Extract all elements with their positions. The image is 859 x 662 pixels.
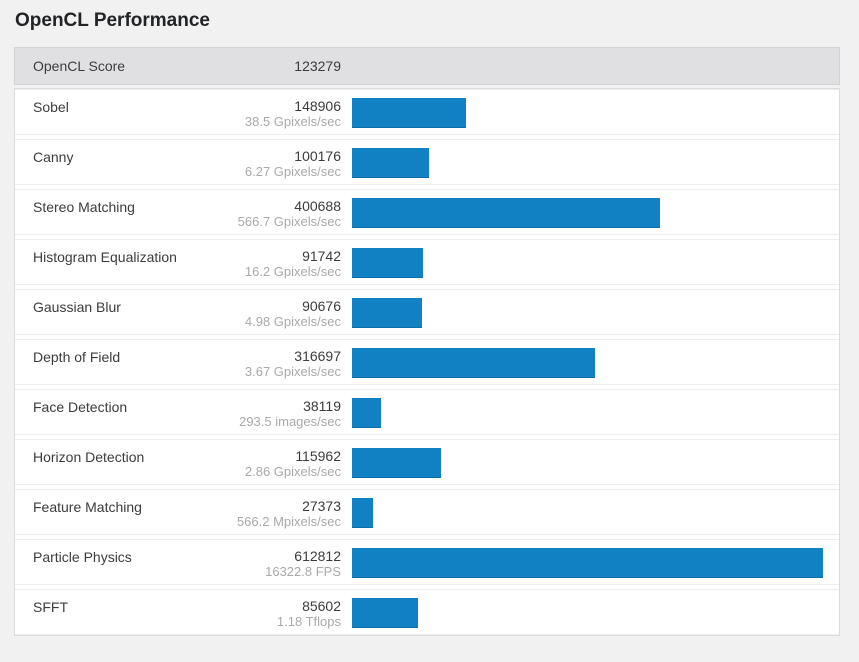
benchmark-rate: 293.5 images/sec: [239, 414, 341, 429]
score-block: 612812 16322.8 FPS: [181, 548, 341, 580]
benchmark-score: 115962: [295, 448, 341, 464]
benchmark-name: Particle Physics: [33, 549, 132, 565]
benchmark-name: Sobel: [33, 99, 69, 115]
benchmark-rate: 1.18 Tflops: [276, 614, 341, 629]
bar-track: [352, 598, 823, 628]
score-bar: [352, 148, 429, 178]
bar-track: [352, 198, 823, 228]
benchmark-score: 316697: [294, 348, 341, 364]
score-bar: [352, 498, 374, 528]
table-row-feature-matching: Feature Matching 27373 566.2 Mpixels/sec: [15, 489, 839, 535]
score-bar: [352, 198, 660, 228]
table-row-gaussian-blur: Gaussian Blur 90676 4.98 Gpixels/sec: [15, 289, 839, 335]
benchmark-table: OpenCL Score 123279 Sobel 148906 38.5 Gp…: [14, 47, 840, 636]
score-block: 27373 566.2 Mpixels/sec: [181, 498, 341, 530]
score-block: 400688 566.7 Gpixels/sec: [181, 198, 341, 230]
benchmark-score: 90676: [302, 298, 341, 314]
bar-track: [352, 498, 823, 528]
benchmark-rate: 38.5 Gpixels/sec: [244, 114, 341, 129]
benchmark-rate: 6.27 Gpixels/sec: [244, 164, 341, 179]
score-bar: [352, 298, 422, 328]
overall-score-value: 123279: [294, 58, 341, 74]
benchmark-name: Depth of Field: [33, 349, 121, 365]
benchmark-rate: 566.2 Mpixels/sec: [236, 514, 341, 529]
table-row-canny: Canny 100176 6.27 Gpixels/sec: [15, 139, 839, 185]
benchmark-rows: Sobel 148906 38.5 Gpixels/sec Canny 1001…: [14, 88, 840, 636]
score-header-row: OpenCL Score 123279: [14, 47, 840, 85]
score-block: 90676 4.98 Gpixels/sec: [181, 298, 341, 330]
score-bar: [352, 448, 442, 478]
benchmark-score: 27373: [302, 498, 341, 514]
score-bar: [352, 548, 823, 578]
benchmark-score: 148906: [294, 98, 341, 114]
bar-track: [352, 298, 823, 328]
benchmark-rate: 16.2 Gpixels/sec: [244, 264, 341, 279]
table-row-sfft: SFFT 85602 1.18 Tflops: [15, 589, 839, 635]
benchmark-name: Stereo Matching: [33, 199, 135, 215]
score-bar: [352, 248, 423, 278]
benchmark-rate: 16322.8 FPS: [265, 564, 341, 579]
benchmark-rate: 4.98 Gpixels/sec: [244, 314, 341, 329]
table-row-particle-physics: Particle Physics 612812 16322.8 FPS: [15, 539, 839, 585]
score-block: 85602 1.18 Tflops: [181, 598, 341, 630]
score-bar: [352, 98, 467, 128]
table-row-stereo-matching: Stereo Matching 400688 566.7 Gpixels/sec: [15, 189, 839, 235]
score-block: 316697 3.67 Gpixels/sec: [181, 348, 341, 380]
benchmark-name: Horizon Detection: [33, 449, 145, 465]
benchmark-rate: 3.67 Gpixels/sec: [244, 364, 341, 379]
table-row-horizon-detection: Horizon Detection 115962 2.86 Gpixels/se…: [15, 439, 839, 485]
benchmark-name: SFFT: [33, 599, 68, 615]
bar-track: [352, 148, 823, 178]
score-block: 148906 38.5 Gpixels/sec: [181, 98, 341, 130]
score-bar: [352, 598, 418, 628]
bar-track: [352, 398, 823, 428]
benchmark-score: 400688: [294, 198, 341, 214]
benchmark-rate: 566.7 Gpixels/sec: [237, 214, 341, 229]
score-bar: [352, 348, 596, 378]
benchmark-score: 91742: [302, 248, 341, 264]
benchmark-score: 85602: [302, 598, 341, 614]
score-block: 91742 16.2 Gpixels/sec: [181, 248, 341, 280]
page-title: OpenCL Performance: [15, 10, 210, 31]
benchmark-name: Histogram Equalization: [33, 249, 177, 265]
table-row-sobel: Sobel 148906 38.5 Gpixels/sec: [15, 89, 839, 135]
table-row-face-detection: Face Detection 38119 293.5 images/sec: [15, 389, 839, 435]
score-bar: [352, 398, 382, 428]
benchmark-score: 38119: [303, 398, 341, 414]
bar-track: [352, 448, 823, 478]
score-block: 100176 6.27 Gpixels/sec: [181, 148, 341, 180]
benchmark-score: 612812: [294, 548, 341, 564]
benchmark-name: Feature Matching: [33, 499, 142, 515]
benchmark-name: Gaussian Blur: [33, 299, 121, 315]
score-block: 38119 293.5 images/sec: [181, 398, 341, 430]
bar-track: [352, 248, 823, 278]
bar-track: [352, 548, 823, 578]
bar-track: [352, 348, 823, 378]
bar-track: [352, 98, 823, 128]
benchmark-rate: 2.86 Gpixels/sec: [244, 464, 341, 479]
benchmark-name: Face Detection: [33, 399, 128, 415]
table-row-histogram-equalization: Histogram Equalization 91742 16.2 Gpixel…: [15, 239, 839, 285]
score-block: 115962 2.86 Gpixels/sec: [181, 448, 341, 480]
benchmark-score: 100176: [294, 148, 341, 164]
table-row-depth-of-field: Depth of Field 316697 3.67 Gpixels/sec: [15, 339, 839, 385]
benchmark-name: Canny: [33, 149, 74, 165]
score-header-label: OpenCL Score: [33, 58, 126, 74]
